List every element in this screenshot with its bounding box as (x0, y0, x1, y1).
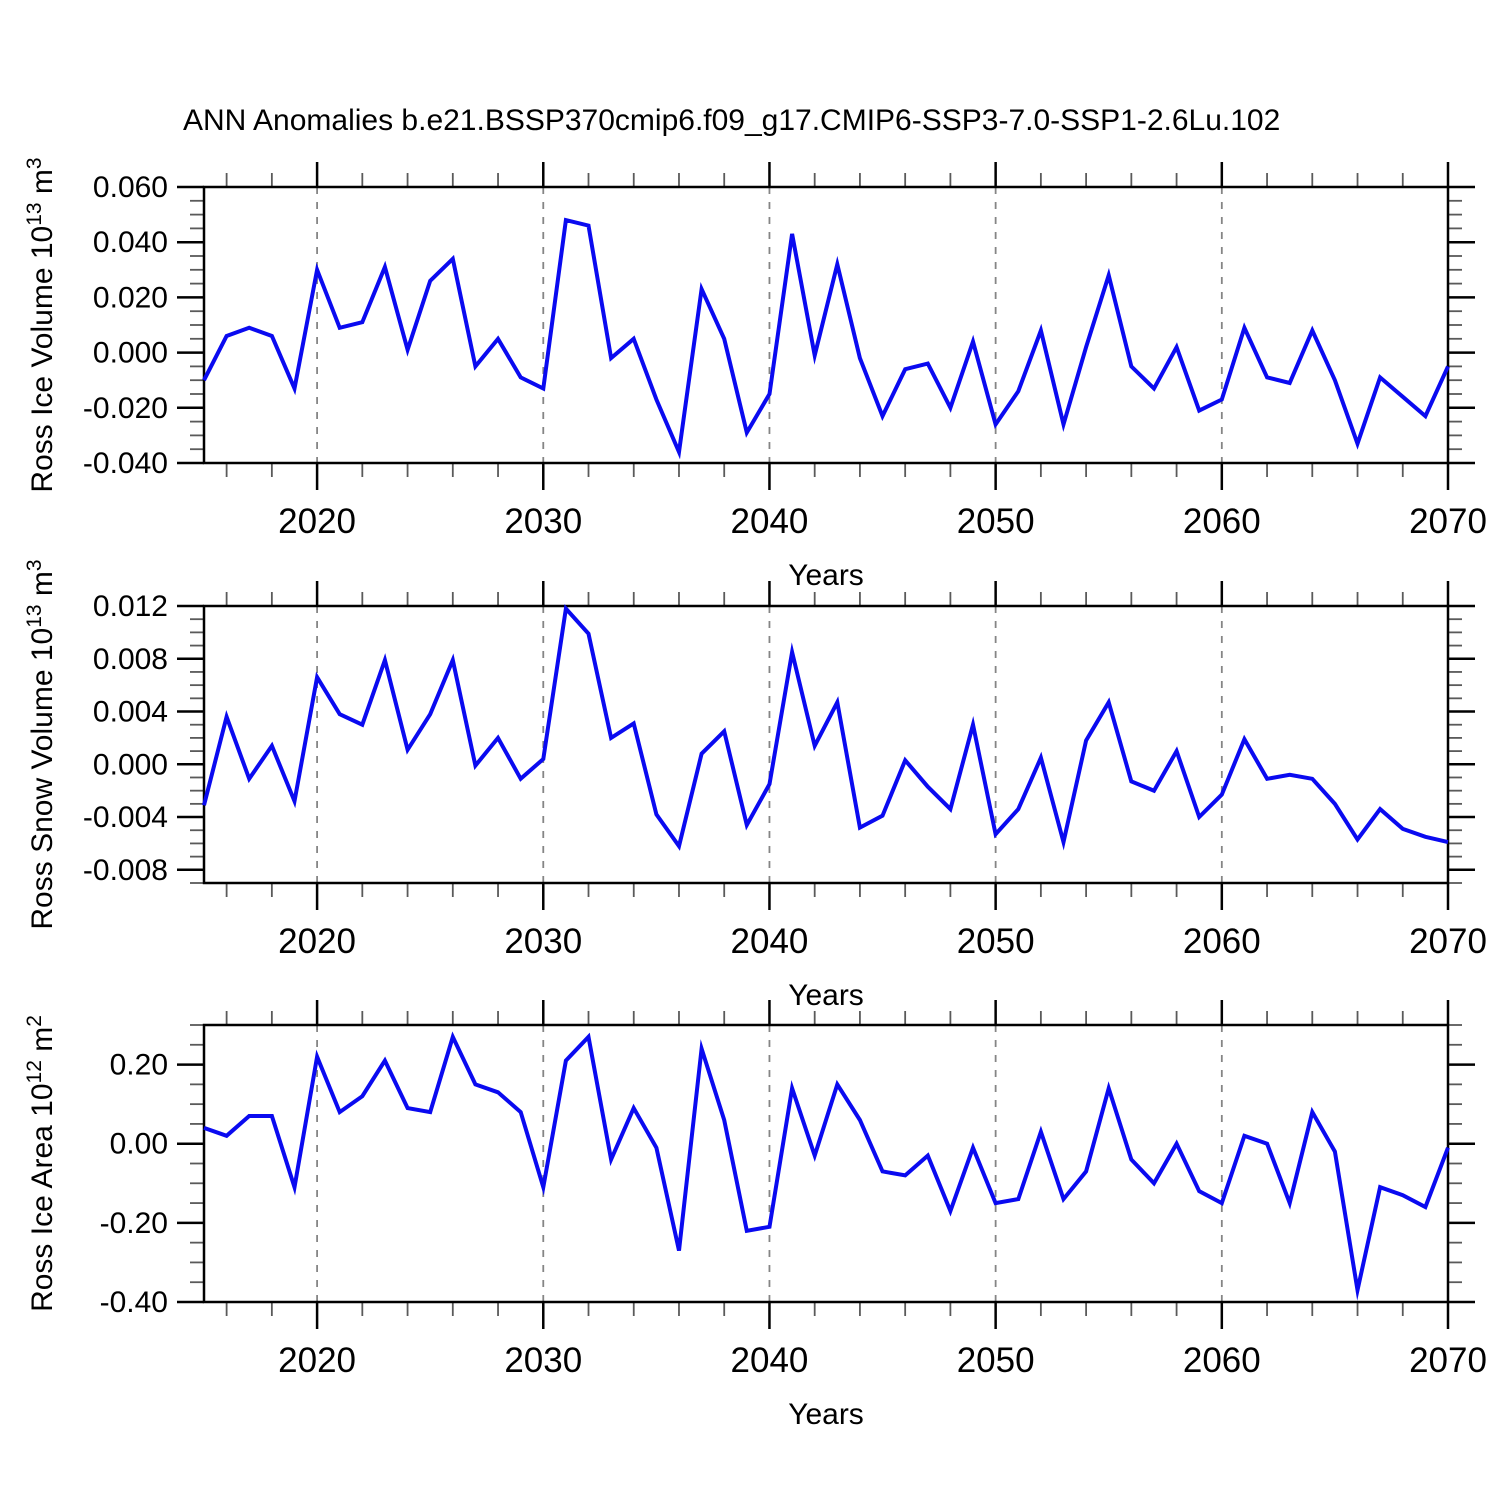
y-axis-ticks (177, 1024, 1475, 1304)
x-axis-ticks (225, 581, 1450, 910)
x-axis-title: Years (788, 1398, 864, 1431)
x-tick-label: 2030 (504, 1341, 582, 1380)
y-tick-label: -0.004 (83, 801, 168, 834)
x-tick-label: 2070 (1409, 502, 1487, 541)
plot-area (202, 1023, 1450, 1304)
grid-lines (316, 187, 1223, 463)
x-tick-label: 2030 (504, 502, 582, 541)
x-axis-ticks (225, 162, 1450, 490)
x-tick-label: 2050 (957, 1341, 1035, 1380)
x-tick-label: 2030 (504, 922, 582, 961)
panel-1-ross-ice-volume: -0.040 -0.020 0.000 0.020 0.040 0.060 2020 2030… (23, 157, 1487, 592)
x-tick-label: 2050 (957, 922, 1035, 961)
y-axis-ticks (177, 604, 1475, 884)
y-axis-title: Ross Ice Volume 1013 m3 (23, 157, 59, 492)
y-tick-label: -0.040 (83, 447, 168, 480)
grid-lines (316, 606, 1223, 883)
chart-title: ANN Anomalies b.e21.BSSP370cmip6.f09_g17… (183, 104, 1280, 137)
y-tick-label: 0.060 (93, 171, 168, 204)
x-axis-title: Years (788, 979, 864, 1012)
x-tick-label: 2060 (1183, 922, 1261, 961)
y-tick-labels: -0.40 -0.20 0.00 0.20 (100, 1049, 168, 1319)
plot-area (202, 604, 1450, 885)
panels-group: -0.040 -0.020 0.000 0.020 0.040 0.060 2020 2030… (23, 157, 1487, 1431)
y-axis-title: Ross Ice Area 1012 m2 (23, 1015, 59, 1312)
y-tick-label: 0.004 (93, 696, 168, 729)
y-tick-labels: -0.040 -0.020 0.000 0.020 0.040 0.060 (83, 171, 168, 480)
y-tick-label: 0.020 (93, 281, 168, 314)
y-tick-label: 0.20 (110, 1049, 168, 1082)
x-tick-label: 2060 (1183, 1341, 1261, 1380)
x-tick-label: 2050 (957, 502, 1035, 541)
x-tick-label: 2060 (1183, 502, 1261, 541)
x-tick-label: 2070 (1409, 1341, 1487, 1380)
y-tick-label: -0.020 (83, 392, 168, 425)
x-tick-label: 2040 (731, 502, 809, 541)
y-tick-label: 0.00 (110, 1128, 168, 1161)
series-line-ross-ice-area (203, 1031, 1450, 1301)
grid-lines (316, 1025, 1223, 1302)
y-tick-label: 0.012 (93, 590, 168, 623)
y-tick-label: 0.040 (93, 226, 168, 259)
series-line-ross-snow-volume (202, 604, 1449, 851)
y-axis-ticks (177, 185, 1475, 465)
y-tick-label: -0.40 (100, 1286, 168, 1319)
x-tick-label: 2020 (278, 922, 356, 961)
y-tick-label: -0.20 (100, 1207, 168, 1240)
y-tick-label: 0.008 (93, 643, 168, 676)
x-tick-label: 2040 (731, 1341, 809, 1380)
y-tick-label: 0.000 (93, 748, 168, 781)
x-tick-labels: 2020 2030 2040 2050 2060 2070 (278, 502, 1487, 541)
x-tick-label: 2040 (731, 922, 809, 961)
y-axis-title: Ross Snow Volume 1013 m3 (23, 559, 59, 929)
panel-2-ross-snow-volume: -0.008 -0.004 0.000 0.004 0.008 0.012 2020 2030… (23, 559, 1487, 1012)
x-tick-label: 2020 (278, 1341, 356, 1380)
x-axis-title: Years (788, 559, 864, 592)
x-tick-labels: 2020 2030 2040 2050 2060 2070 (278, 1341, 1487, 1380)
y-tick-labels: -0.008 -0.004 0.000 0.004 0.008 0.012 (83, 590, 168, 887)
plot-area (202, 185, 1450, 465)
x-tick-label: 2020 (278, 502, 356, 541)
x-tick-label: 2070 (1409, 922, 1487, 961)
y-tick-label: 0.000 (93, 337, 168, 370)
x-tick-labels: 2020 2030 2040 2050 2060 2070 (278, 922, 1487, 961)
y-tick-label: -0.008 (83, 854, 168, 887)
series-line-ross-ice-volume (202, 217, 1450, 460)
x-axis-ticks (225, 1000, 1450, 1329)
